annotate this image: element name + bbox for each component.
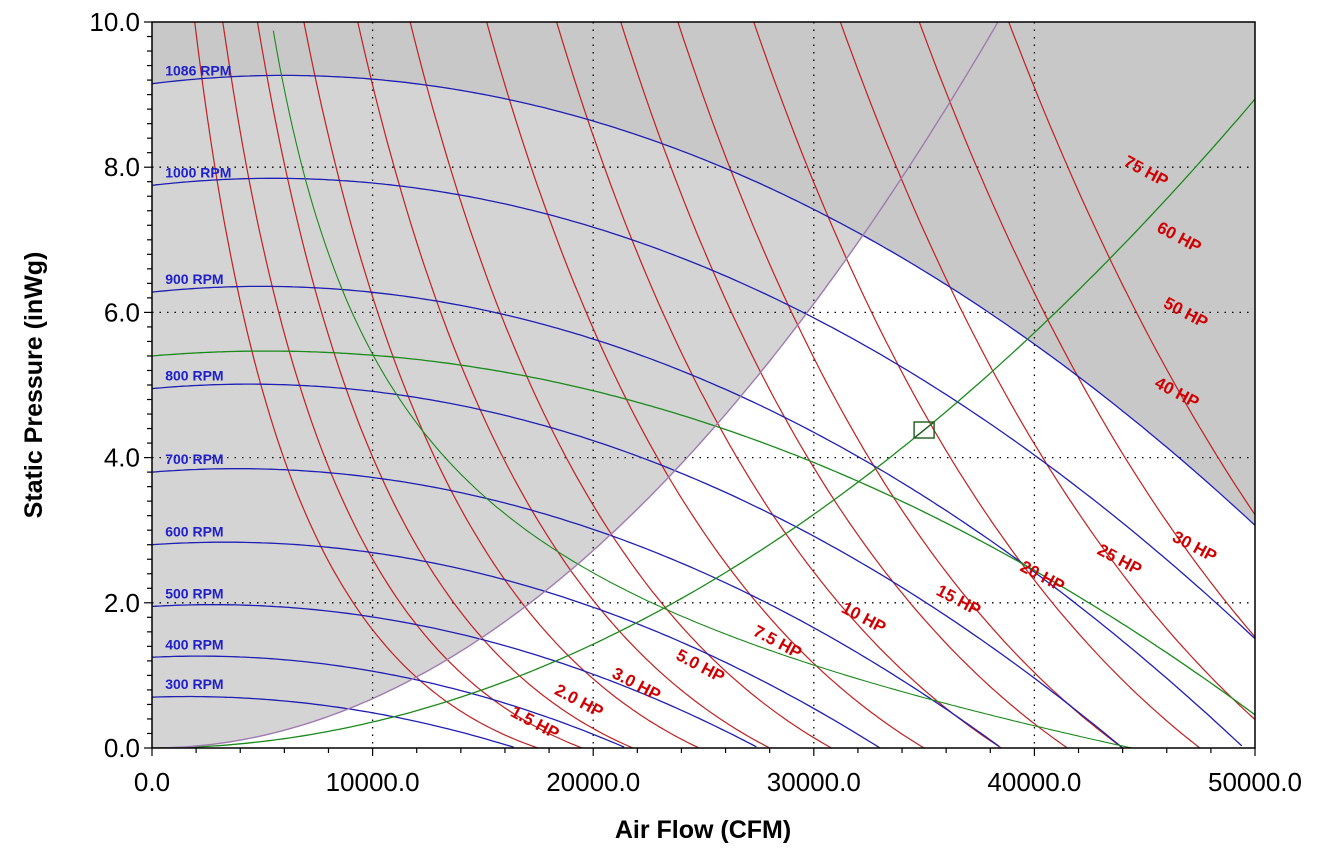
x-tick-label: 0.0 — [134, 767, 170, 797]
hp-curve — [256, 22, 634, 748]
axes: 0.0 10000.0 20000.0 30000.0 40000.0 50000.0 0.… — [89, 7, 1302, 797]
y-axis-title: Static Pressure (inWg) — [20, 252, 48, 519]
operating-fan-curve — [152, 350, 1255, 716]
y-tick-label: 6.0 — [104, 297, 140, 327]
y-tick-label: 2.0 — [104, 588, 140, 618]
hp-curve — [1008, 22, 1255, 516]
hp-curve — [409, 22, 832, 748]
y-tick-label: 0.0 — [104, 733, 140, 763]
hp-curve — [620, 22, 1068, 748]
rpm-curve — [152, 74, 1255, 526]
operating-point-marker — [913, 421, 935, 439]
x-tick-label: 50000.0 — [1208, 767, 1302, 797]
x-tick-label: 30000.0 — [767, 767, 861, 797]
rpm-curve — [152, 383, 1124, 748]
rpm-label: 700 RPM — [165, 451, 223, 467]
hp-curve — [357, 22, 770, 748]
y-tick-label: 4.0 — [104, 443, 140, 473]
operating-hp-curve — [272, 30, 1135, 748]
rpm-curve — [152, 655, 625, 748]
hp-curve — [677, 22, 1123, 748]
rpm-label: 400 RPM — [165, 636, 223, 652]
y-tick-label: 10.0 — [89, 7, 140, 37]
rpm-curve — [152, 695, 514, 748]
surge-line — [152, 22, 999, 748]
operating-point-cross — [913, 421, 935, 439]
hp-curve — [486, 22, 925, 748]
hp-curve — [918, 22, 1255, 638]
hp-curve — [222, 22, 583, 748]
hp-curve — [194, 22, 539, 748]
hp-curve — [839, 22, 1255, 721]
rpm-curve — [152, 177, 1255, 640]
unstable-region — [152, 22, 998, 748]
rpm-label: 1000 RPM — [165, 164, 231, 180]
x-axis-title: Air Flow (CFM) — [615, 816, 791, 844]
max-rpm-region — [152, 22, 1255, 526]
system-curve — [152, 98, 1255, 748]
rpm-label: 900 RPM — [165, 271, 223, 287]
rpm-label: 300 RPM — [165, 676, 223, 692]
rpm-curve — [152, 604, 757, 748]
rpm-curve — [152, 468, 1000, 747]
rpm-label: 1086 RPM — [165, 63, 231, 79]
x-tick-label: 20000.0 — [546, 767, 640, 797]
rpm-curve — [152, 541, 881, 748]
rpm-label: 600 RPM — [165, 524, 223, 540]
y-tick-label: 8.0 — [104, 152, 140, 182]
rpm-label: 500 RPM — [165, 585, 223, 601]
x-tick-label: 10000.0 — [326, 767, 420, 797]
rpm-label: 800 RPM — [165, 368, 223, 384]
plot-area — [152, 22, 1255, 748]
hp-curve — [753, 22, 1201, 748]
hp-curve — [555, 22, 1002, 748]
x-tick-label: 40000.0 — [987, 767, 1081, 797]
hp-curve — [303, 22, 700, 748]
rpm-curve — [152, 285, 1243, 747]
